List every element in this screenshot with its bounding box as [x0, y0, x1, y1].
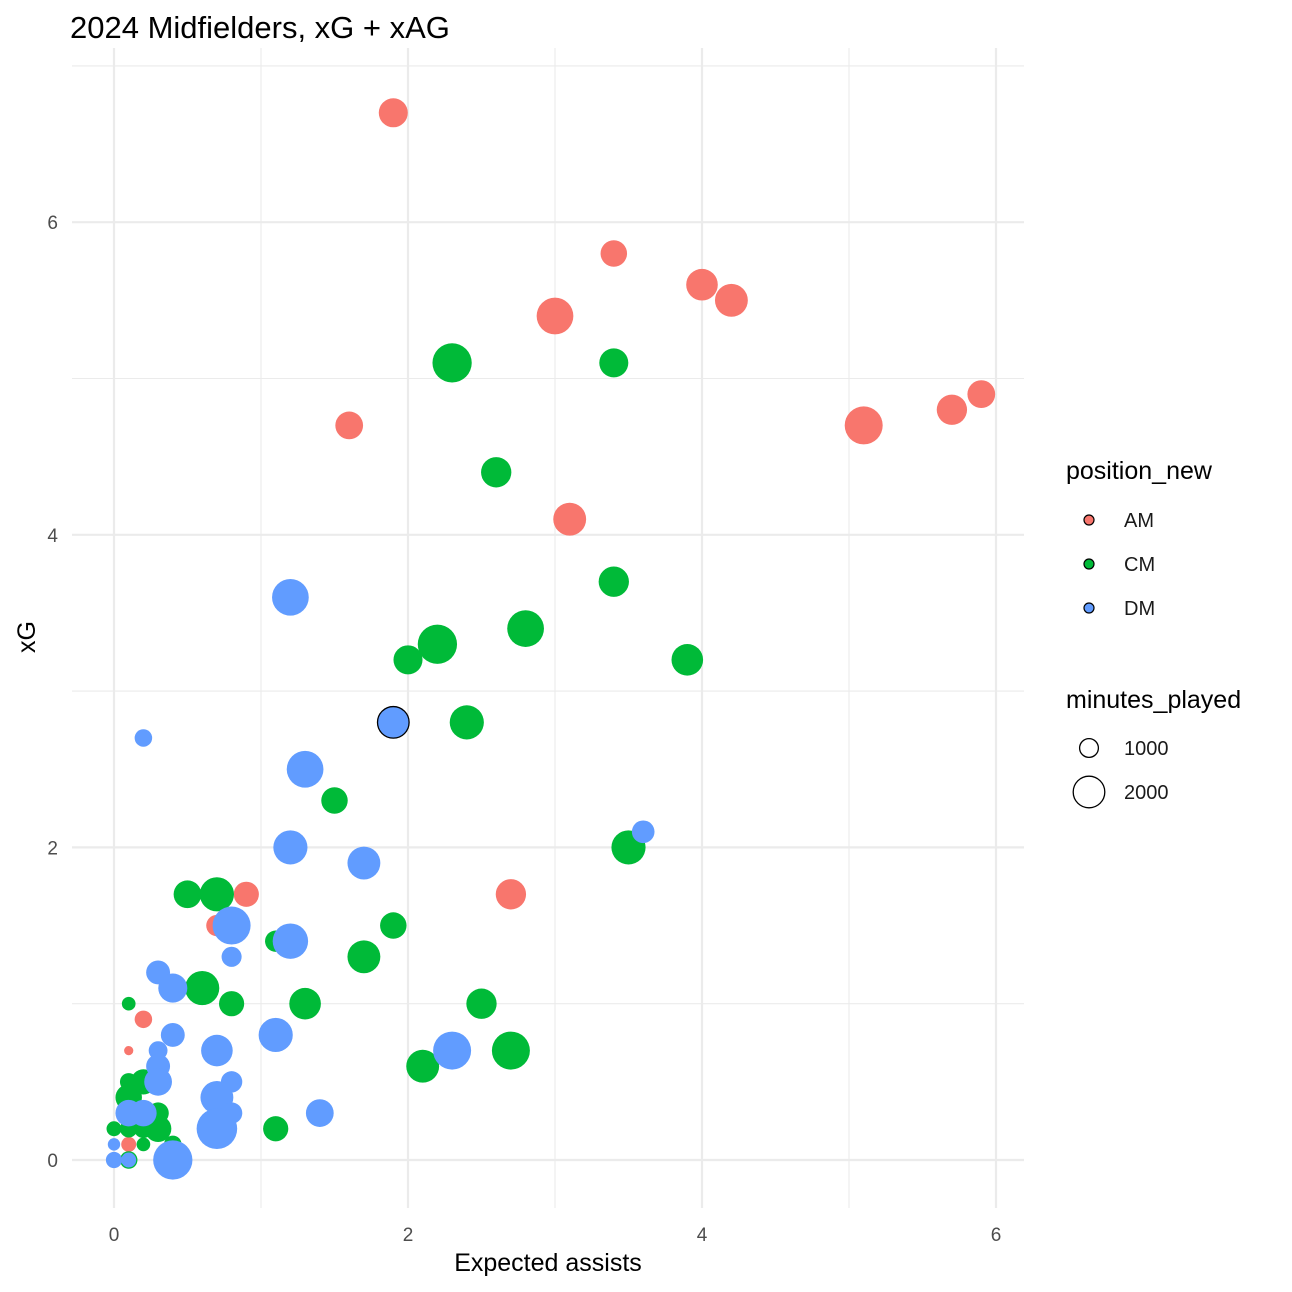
- point-dm: [153, 1140, 193, 1180]
- point-cm: [289, 987, 321, 1020]
- y-tick-label: 4: [47, 526, 58, 547]
- point-am: [124, 1045, 134, 1056]
- legend-key-cm: [1083, 558, 1095, 570]
- color-legend-title: position_new: [1066, 457, 1213, 485]
- point-cm: [347, 940, 381, 974]
- point-dm: [196, 1108, 238, 1150]
- size-legend-title: minutes_played: [1066, 686, 1241, 714]
- legend-label-cm: CM: [1124, 554, 1155, 576]
- color-legend-items: AM CM DM: [1083, 510, 1155, 620]
- point-cm: [136, 1137, 151, 1152]
- point-cm: [406, 1049, 440, 1083]
- point-dm: [201, 1034, 233, 1067]
- point-cm: [671, 644, 704, 676]
- point-dm: [286, 750, 324, 788]
- point-dm: [433, 1031, 472, 1070]
- y-tick-label: 6: [47, 213, 58, 234]
- y-axis-title: xG: [13, 621, 41, 653]
- x-tick-label: 2: [403, 1225, 414, 1246]
- legend-key-dm: [1083, 602, 1095, 614]
- chart-title: 2024 Midfielders, xG + xAG: [70, 10, 450, 45]
- point-am: [844, 406, 883, 445]
- point-cm: [263, 1116, 289, 1142]
- point-am: [714, 283, 748, 317]
- point-cm: [466, 988, 497, 1019]
- point-am: [967, 380, 996, 409]
- point-cm: [219, 991, 245, 1017]
- point-am: [335, 411, 364, 440]
- point-dm: [107, 1138, 121, 1151]
- point-cm: [380, 912, 407, 939]
- y-tick-label: 0: [47, 1151, 58, 1172]
- point-cm: [432, 343, 472, 383]
- size-legend-label-1000: 1000: [1124, 738, 1169, 760]
- point-cm: [173, 880, 202, 909]
- point-am: [553, 502, 587, 536]
- point-am: [121, 1136, 137, 1152]
- point-cm: [185, 970, 220, 1006]
- point-dm: [272, 923, 309, 959]
- point-cm: [417, 624, 458, 664]
- point-dm: [273, 830, 308, 865]
- point-dm: [305, 1099, 334, 1127]
- size-legend-items: 1000 2000: [1072, 737, 1169, 809]
- x-tick-label: 4: [697, 1225, 708, 1246]
- point-cm: [507, 610, 544, 647]
- point-am: [233, 881, 259, 907]
- y-tick-label: 2: [47, 838, 58, 859]
- point-cm: [599, 348, 629, 378]
- x-tick-label: 0: [109, 1225, 120, 1246]
- point-cm: [106, 1121, 122, 1137]
- x-axis-ticks: 0 2 4 6: [109, 1225, 1002, 1246]
- point-am: [936, 394, 968, 425]
- y-axis-ticks: 0 2 4 6: [47, 213, 58, 1172]
- size-legend-key-2000: [1072, 775, 1106, 809]
- size-legend-label-2000: 2000: [1124, 782, 1169, 804]
- point-dm: [221, 946, 242, 967]
- point-dm: [160, 1022, 185, 1047]
- grid: [72, 48, 1024, 1208]
- point-cm: [321, 787, 348, 814]
- x-tick-label: 6: [991, 1225, 1002, 1246]
- point-cm: [449, 705, 484, 740]
- data-points: [105, 98, 996, 1180]
- point-dm: [347, 846, 381, 880]
- point-am: [378, 98, 408, 128]
- legend-label-am: AM: [1124, 510, 1154, 532]
- point-dm: [272, 578, 309, 616]
- point-cm: [199, 877, 234, 912]
- point-cm: [481, 457, 512, 488]
- point-dm: [631, 820, 655, 844]
- point-cm: [491, 1031, 530, 1070]
- legend-key-am: [1083, 514, 1095, 526]
- highlighted-point: [376, 705, 410, 739]
- point-dm: [105, 1151, 123, 1169]
- point-am: [495, 879, 527, 910]
- size-legend-key-1000: [1078, 737, 1100, 759]
- point-dm: [258, 1017, 293, 1053]
- legend-label-dm: DM: [1124, 598, 1155, 620]
- point-dm: [121, 1152, 137, 1168]
- point-am: [686, 268, 718, 301]
- point-dm: [130, 1099, 157, 1127]
- point-dm: [212, 906, 251, 945]
- point-dm: [134, 729, 153, 747]
- legend: position_new AM CM DM minutes_played 1000 2…: [1066, 457, 1241, 809]
- point-am: [600, 240, 628, 267]
- point-dm: [144, 1067, 172, 1096]
- point-dm: [158, 973, 188, 1003]
- point-cm: [121, 996, 136, 1011]
- x-axis-title: Expected assists: [454, 1249, 642, 1277]
- point-am: [134, 1010, 153, 1029]
- point-cm: [598, 566, 629, 597]
- point-cm: [393, 645, 423, 675]
- point-am: [536, 297, 574, 335]
